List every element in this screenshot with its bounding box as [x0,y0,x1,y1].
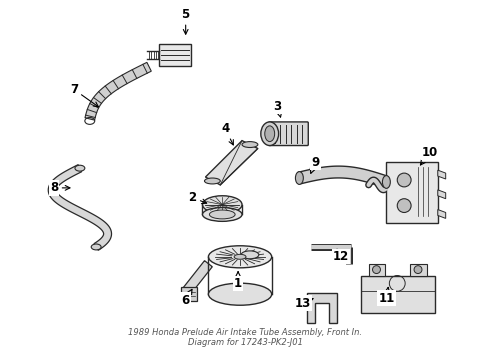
Polygon shape [298,166,388,188]
Polygon shape [410,264,427,275]
Text: 8: 8 [50,181,70,194]
Circle shape [397,199,411,212]
Ellipse shape [204,178,220,184]
Polygon shape [368,264,386,275]
Polygon shape [181,287,196,301]
Ellipse shape [242,141,258,148]
Text: 13: 13 [294,297,313,310]
Ellipse shape [295,172,303,184]
Polygon shape [307,293,337,323]
Text: 1989 Honda Prelude Air Intake Tube Assembly, Front In.
Diagram for 17243-PK2-J01: 1989 Honda Prelude Air Intake Tube Assem… [128,328,362,347]
Text: 5: 5 [182,8,190,34]
Text: 7: 7 [70,83,98,107]
Polygon shape [49,165,112,250]
Polygon shape [205,141,258,185]
Ellipse shape [202,208,242,221]
Ellipse shape [91,244,101,250]
Ellipse shape [382,176,391,188]
Circle shape [414,266,422,274]
Text: 3: 3 [273,100,282,117]
Ellipse shape [265,126,275,141]
Ellipse shape [261,122,279,145]
Text: 11: 11 [378,287,394,305]
Ellipse shape [241,251,259,259]
Text: 9: 9 [310,156,319,174]
Text: 12: 12 [333,249,349,263]
Polygon shape [183,261,212,294]
Text: 10: 10 [420,146,438,165]
Ellipse shape [75,165,85,171]
Circle shape [397,173,411,187]
FancyBboxPatch shape [269,122,308,145]
Polygon shape [159,44,191,66]
Text: 2: 2 [189,191,207,204]
Text: 4: 4 [221,122,233,145]
Circle shape [372,266,380,274]
Ellipse shape [209,210,235,219]
Polygon shape [85,62,151,120]
Ellipse shape [202,196,242,213]
Ellipse shape [208,246,271,268]
Ellipse shape [208,283,271,305]
Polygon shape [361,275,435,313]
Polygon shape [438,210,446,219]
Polygon shape [438,190,446,199]
Text: 6: 6 [182,289,192,307]
Ellipse shape [234,254,246,259]
Text: 1: 1 [234,272,242,290]
Polygon shape [387,162,438,223]
Polygon shape [438,170,446,179]
